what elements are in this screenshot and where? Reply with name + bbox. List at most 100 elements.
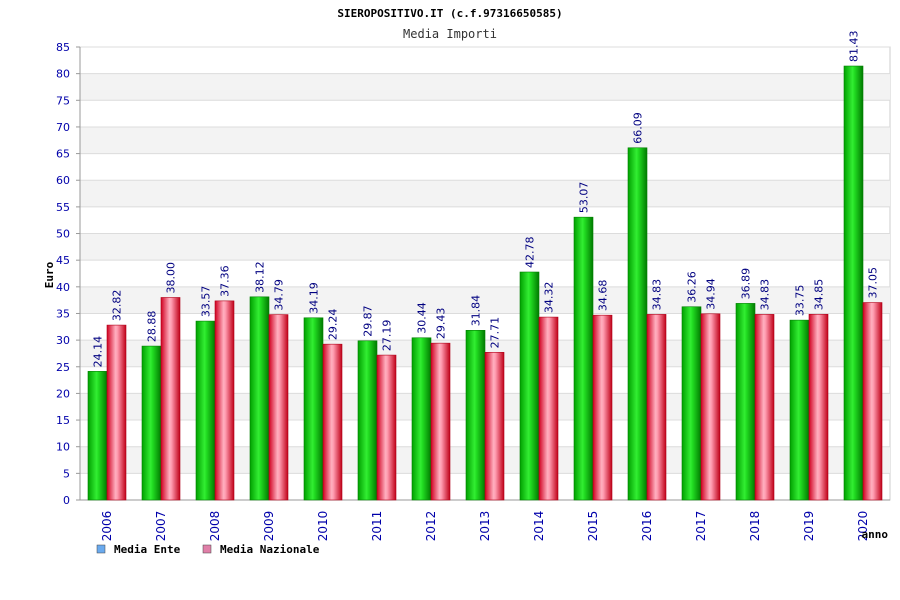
bar-value-label: 34.85 — [813, 279, 826, 311]
y-tick-label: 0 — [63, 494, 70, 507]
bar-media-nazionale — [106, 324, 127, 501]
bar-media-nazionale — [592, 314, 613, 501]
bar-media-nazionale — [754, 314, 775, 501]
bar-media-nazionale — [268, 314, 289, 501]
bar-media-ente — [357, 340, 378, 501]
bar-value-label: 31.84 — [470, 295, 483, 327]
bar-value-label: 28.88 — [146, 311, 159, 343]
y-tick-label: 35 — [56, 307, 70, 320]
bar-media-nazionale — [862, 302, 883, 501]
bar-media-nazionale — [700, 313, 721, 501]
bar-media-ente — [681, 306, 702, 501]
bar-media-ente — [141, 345, 162, 501]
bar-value-label: 34.32 — [543, 282, 556, 314]
y-tick-label: 55 — [56, 201, 70, 214]
bar-media-ente — [249, 296, 270, 501]
x-tick-label: 2013 — [478, 511, 492, 542]
bar-media-ente — [573, 216, 594, 501]
y-tick-label: 40 — [56, 281, 70, 294]
x-axis-label: anno — [862, 528, 889, 541]
bar-value-label: 42.78 — [524, 237, 537, 269]
x-tick-label: 2012 — [424, 511, 438, 542]
y-tick-label: 75 — [56, 94, 70, 107]
bar-value-label: 33.57 — [200, 286, 213, 318]
bar-media-ente — [465, 330, 486, 501]
y-tick-label: 20 — [56, 387, 70, 400]
bar-value-label: 53.07 — [578, 182, 591, 214]
bar-media-ente — [627, 147, 648, 501]
x-tick-label: 2015 — [586, 511, 600, 542]
grid-band — [80, 180, 890, 207]
x-tick-label: 2011 — [370, 511, 384, 542]
bar-value-label: 34.79 — [273, 279, 286, 311]
x-tick-label: 2008 — [208, 511, 222, 542]
bar-media-nazionale — [538, 316, 559, 501]
bar-value-label: 24.14 — [92, 336, 105, 368]
bar-value-label: 33.75 — [794, 285, 807, 317]
bar-labels: 24.14 32.82 28.88 38.00 33.57 37.36 38.12 34.79… — [92, 31, 880, 368]
bar-value-label: 37.05 — [867, 267, 880, 299]
bar-media-ente — [195, 320, 216, 501]
grid-band — [80, 73, 890, 101]
y-tick-label: 45 — [56, 254, 70, 267]
bars — [87, 65, 883, 501]
y-tick-label: 50 — [56, 228, 70, 241]
x-tick-label: 2017 — [694, 511, 708, 542]
x-axis: 2006 2007 2008 2009 2010 2011 2012 2013 2014 2015… — [100, 511, 870, 542]
bar-value-label: 29.24 — [327, 309, 340, 341]
bar-value-label: 34.19 — [308, 282, 321, 314]
bar-media-nazionale — [484, 352, 505, 501]
bar-media-ente — [735, 303, 756, 501]
x-tick-label: 2007 — [154, 511, 168, 542]
bar-value-label: 34.83 — [651, 279, 664, 311]
y-tick-label: 10 — [56, 441, 70, 454]
y-tick-label: 70 — [56, 121, 70, 134]
bar-value-label: 34.94 — [705, 278, 718, 310]
legend: Media Ente Media Nazionale — [96, 543, 320, 556]
bar-media-ente — [87, 371, 108, 501]
bar-value-label: 81.43 — [848, 31, 861, 63]
bar-media-ente — [303, 317, 324, 501]
bar-media-ente — [789, 319, 810, 501]
y-axis: 0 5 10 15 20 25 30 35 40 45 50 55 60 65 70 75 80 85 — [56, 41, 80, 507]
legend-label-media-nazionale: Media Nazionale — [220, 543, 320, 556]
y-tick-label: 65 — [56, 148, 70, 161]
bar-media-ente — [411, 337, 432, 501]
y-tick-label: 85 — [56, 41, 70, 54]
x-tick-label: 2006 — [100, 511, 114, 542]
x-tick-label: 2019 — [802, 511, 816, 542]
x-tick-label: 2010 — [316, 511, 330, 542]
bar-value-label: 36.89 — [740, 268, 753, 300]
x-tick-label: 2014 — [532, 511, 546, 542]
bar-value-label: 34.68 — [597, 280, 610, 312]
bar-media-nazionale — [646, 314, 667, 501]
bar-value-label: 29.43 — [435, 308, 448, 340]
y-axis-label: Euro — [43, 261, 56, 288]
bar-value-label: 66.09 — [632, 112, 645, 144]
x-tick-label: 2020 — [856, 511, 870, 542]
bar-value-label: 38.00 — [165, 262, 178, 294]
y-tick-label: 25 — [56, 361, 70, 374]
bar-media-nazionale — [376, 354, 397, 501]
y-tick-label: 30 — [56, 334, 70, 347]
legend-swatch-media-nazionale — [202, 544, 212, 554]
bar-media-nazionale — [322, 343, 343, 501]
bar-value-label: 27.71 — [489, 317, 502, 349]
bar-value-label: 34.83 — [759, 279, 772, 311]
x-tick-label: 2009 — [262, 511, 276, 542]
bar-value-label: 27.19 — [381, 320, 394, 352]
chart-subtitle: Media Importi — [403, 27, 497, 41]
bar-value-label: 32.82 — [111, 290, 124, 322]
x-tick-label: 2016 — [640, 511, 654, 542]
bar-media-ente — [519, 271, 540, 501]
bar-value-label: 29.87 — [362, 305, 375, 337]
bar-media-nazionale — [160, 297, 181, 501]
legend-swatch-media-ente — [96, 544, 106, 554]
bar-value-label: 30.44 — [416, 302, 429, 334]
chart-title: SIEROPOSITIVO.IT (c.f.97316650585) — [337, 7, 562, 20]
bar-value-label: 38.12 — [254, 261, 267, 293]
y-tick-label: 60 — [56, 174, 70, 187]
grid-band — [80, 126, 890, 154]
bar-value-label: 36.26 — [686, 271, 699, 303]
